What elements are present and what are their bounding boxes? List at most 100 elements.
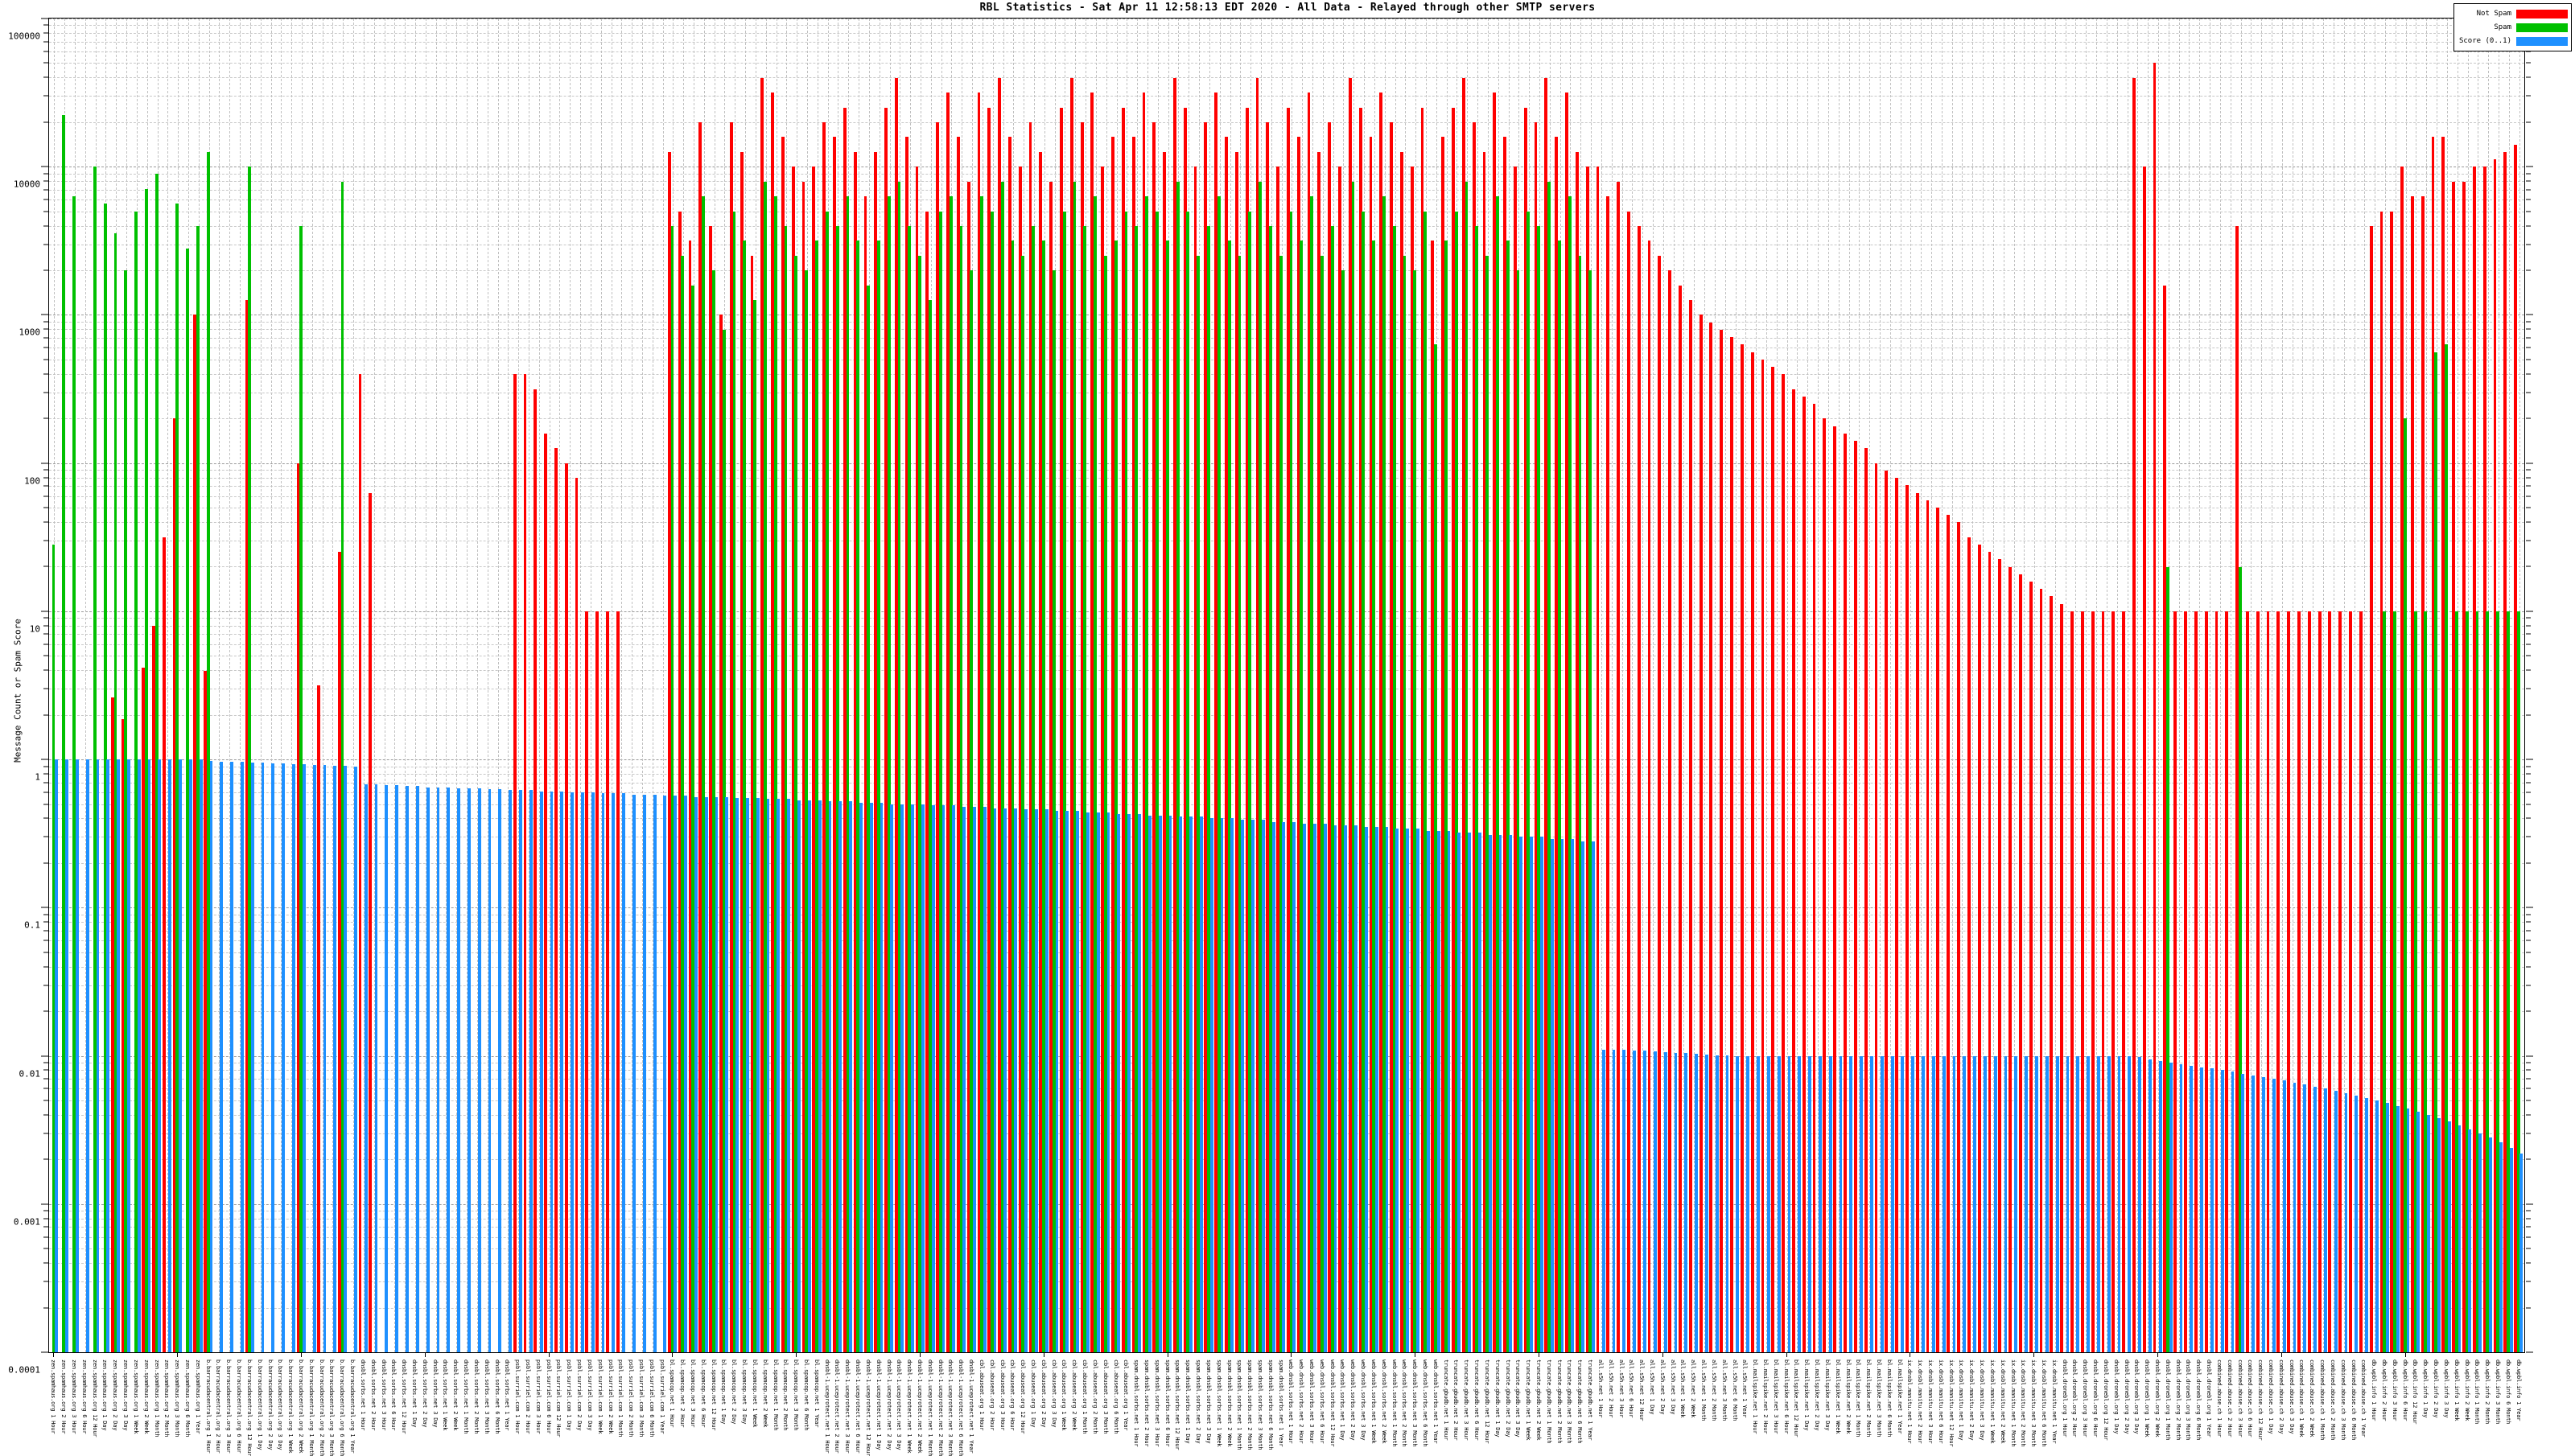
- bar-spam[interactable]: [1186, 211, 1190, 1352]
- bar-spam[interactable]: [93, 167, 97, 1352]
- bar-score[interactable]: [1076, 811, 1079, 1352]
- bar-notspam[interactable]: [760, 77, 764, 1352]
- bar-spam[interactable]: [1248, 211, 1252, 1352]
- bar-notspam[interactable]: [1018, 167, 1022, 1352]
- bar-spam[interactable]: [794, 255, 798, 1352]
- bar-score[interactable]: [2149, 1059, 2152, 1352]
- bar-notspam[interactable]: [1998, 559, 2002, 1352]
- bar-score[interactable]: [838, 801, 843, 1352]
- bar-score[interactable]: [1065, 811, 1069, 1352]
- bar-score[interactable]: [1261, 820, 1265, 1352]
- bar-spam[interactable]: [691, 285, 695, 1352]
- bar-score[interactable]: [704, 796, 708, 1352]
- bar-notspam[interactable]: [2441, 137, 2445, 1352]
- bar-notspam[interactable]: [2256, 611, 2260, 1352]
- bar-score[interactable]: [715, 796, 719, 1352]
- bar-score[interactable]: [890, 804, 894, 1352]
- bar-notspam[interactable]: [2050, 596, 2054, 1352]
- bar-notspam[interactable]: [884, 107, 888, 1352]
- bar-notspam[interactable]: [2163, 285, 2167, 1352]
- bar-notspam[interactable]: [2338, 611, 2342, 1352]
- bar-score[interactable]: [983, 806, 987, 1352]
- bar-notspam[interactable]: [296, 463, 300, 1352]
- bar-notspam[interactable]: [337, 552, 341, 1352]
- bar-score[interactable]: [2076, 1055, 2080, 1352]
- bar-score[interactable]: [539, 791, 543, 1352]
- bar-score[interactable]: [261, 763, 265, 1352]
- bar-spam[interactable]: [2403, 418, 2407, 1352]
- bar-spam[interactable]: [113, 233, 117, 1352]
- bar-spam[interactable]: [1259, 181, 1263, 1352]
- bar-notspam[interactable]: [1482, 151, 1486, 1352]
- bar-score[interactable]: [859, 802, 863, 1352]
- bar-score[interactable]: [353, 766, 357, 1352]
- bar-notspam[interactable]: [2070, 611, 2074, 1352]
- bar-score[interactable]: [2365, 1097, 2369, 1352]
- bar-score[interactable]: [230, 761, 234, 1352]
- bar-notspam[interactable]: [1720, 329, 1724, 1352]
- bar-notspam[interactable]: [977, 93, 981, 1352]
- bar-score[interactable]: [1416, 829, 1419, 1352]
- bar-notspam[interactable]: [2091, 611, 2095, 1352]
- bar-spam[interactable]: [711, 270, 715, 1352]
- bar-score[interactable]: [385, 785, 389, 1352]
- bar-score[interactable]: [2117, 1055, 2121, 1352]
- bar-score[interactable]: [1055, 811, 1059, 1352]
- bar-notspam[interactable]: [801, 181, 805, 1352]
- bar-score[interactable]: [849, 801, 853, 1352]
- bar-notspam[interactable]: [1915, 492, 1919, 1352]
- bar-notspam[interactable]: [1988, 552, 1992, 1352]
- bar-score[interactable]: [1633, 1050, 1637, 1352]
- bar-score[interactable]: [1138, 813, 1141, 1352]
- bar-score[interactable]: [2375, 1100, 2379, 1352]
- bar-spam[interactable]: [815, 241, 818, 1352]
- bar-spam[interactable]: [248, 167, 251, 1352]
- bar-score[interactable]: [2045, 1055, 2049, 1352]
- bar-notspam[interactable]: [2276, 611, 2280, 1352]
- bar-score[interactable]: [1911, 1055, 1915, 1352]
- bar-score[interactable]: [1168, 815, 1172, 1352]
- bar-notspam[interactable]: [1575, 151, 1579, 1352]
- bar-spam[interactable]: [175, 204, 179, 1352]
- bar-score[interactable]: [457, 788, 460, 1352]
- bar-notspam[interactable]: [2493, 159, 2497, 1352]
- bar-notspam[interactable]: [987, 107, 991, 1352]
- bar-notspam[interactable]: [2390, 211, 2394, 1352]
- bar-score[interactable]: [199, 759, 203, 1352]
- bar-spam[interactable]: [1238, 255, 1242, 1352]
- bar-notspam[interactable]: [1833, 426, 1837, 1352]
- bar-spam[interactable]: [1382, 196, 1386, 1352]
- bar-score[interactable]: [828, 801, 832, 1352]
- bar-spam[interactable]: [1156, 211, 1159, 1352]
- bar-score[interactable]: [622, 793, 626, 1352]
- bar-spam[interactable]: [2465, 611, 2469, 1352]
- bar-score[interactable]: [241, 762, 244, 1352]
- bar-notspam[interactable]: [1906, 485, 1909, 1352]
- bar-spam[interactable]: [154, 174, 159, 1352]
- bar-spam[interactable]: [1011, 241, 1015, 1352]
- bar-notspam[interactable]: [554, 448, 558, 1352]
- bar-spam[interactable]: [1145, 196, 1149, 1352]
- bar-score[interactable]: [1757, 1055, 1760, 1352]
- bar-spam[interactable]: [908, 225, 912, 1352]
- bar-notspam[interactable]: [358, 374, 362, 1352]
- bar-notspam[interactable]: [142, 667, 146, 1352]
- bar-score[interactable]: [1993, 1055, 1997, 1352]
- bar-score[interactable]: [632, 794, 636, 1352]
- bar-notspam[interactable]: [2245, 611, 2249, 1352]
- bar-score[interactable]: [333, 765, 337, 1352]
- bar-score[interactable]: [1849, 1055, 1853, 1352]
- bar-spam[interactable]: [846, 196, 850, 1352]
- bar-score[interactable]: [1323, 823, 1327, 1352]
- bar-notspam[interactable]: [904, 137, 908, 1352]
- bar-spam[interactable]: [764, 181, 767, 1352]
- bar-notspam[interactable]: [1420, 107, 1424, 1352]
- bar-spam[interactable]: [1526, 211, 1531, 1352]
- bar-spam[interactable]: [2445, 344, 2448, 1352]
- bar-spam[interactable]: [1176, 181, 1180, 1352]
- bar-spam[interactable]: [1351, 181, 1355, 1352]
- bar-score[interactable]: [591, 792, 595, 1352]
- bar-score[interactable]: [364, 784, 368, 1352]
- bar-score[interactable]: [694, 796, 698, 1352]
- bar-score[interactable]: [2138, 1057, 2142, 1352]
